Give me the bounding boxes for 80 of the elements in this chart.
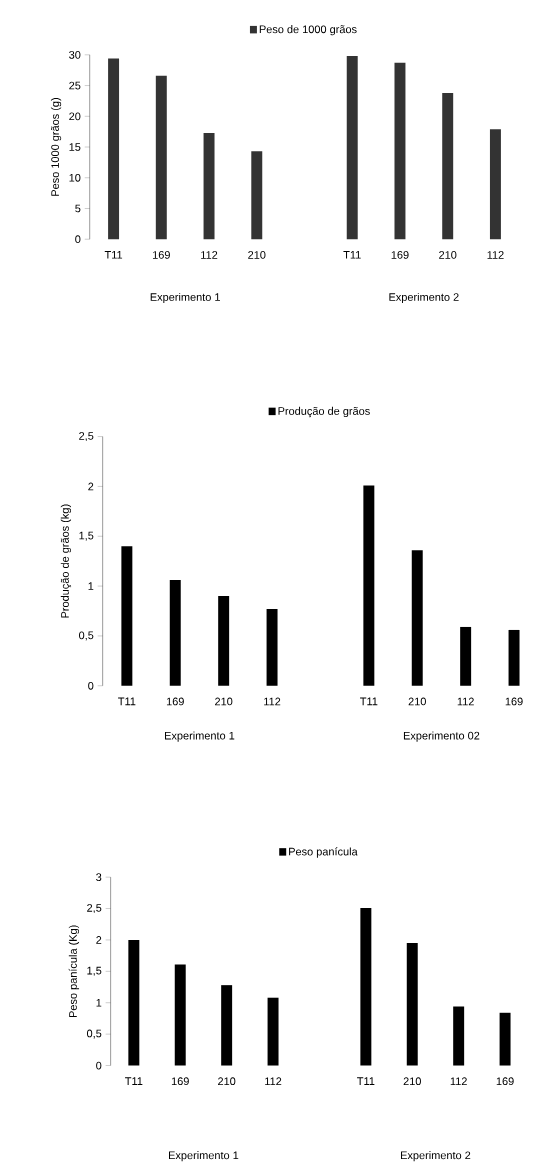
legend-label: Peso panícula	[288, 847, 358, 858]
x-tick-label: 169	[496, 1077, 514, 1086]
bar	[499, 1012, 511, 1066]
x-tick-label: 210	[438, 251, 457, 259]
bar	[107, 58, 119, 240]
bar	[406, 943, 418, 1066]
x-tick-label: 112	[457, 697, 474, 706]
bar	[169, 580, 181, 686]
bar	[489, 129, 501, 240]
bar	[360, 907, 372, 1066]
text: Experimento 2	[389, 292, 459, 304]
bar	[394, 62, 406, 240]
bar	[442, 92, 454, 240]
bar	[411, 550, 423, 686]
x-tick-label: 210	[248, 251, 266, 259]
y-tick-label: 0	[75, 235, 81, 244]
y-tick-label: 2	[96, 936, 102, 944]
y-axis-title: Peso 1000 grãos (g)	[50, 98, 62, 196]
bar	[363, 485, 375, 686]
bar	[346, 56, 358, 240]
x-tick-label: T11	[104, 251, 122, 259]
y-tick-label: 0,5	[78, 631, 94, 641]
y-tick-label: 0	[96, 1061, 102, 1070]
y-axis-title: Produção de grãos (kg)	[60, 504, 71, 618]
y-tick-label: 3	[96, 873, 102, 882]
y-tick-label: 2,5	[79, 432, 94, 442]
x-tick-label: 169	[152, 251, 170, 259]
y-tick-label: 15	[69, 143, 81, 151]
x-tick-label: 210	[214, 697, 233, 706]
bar	[174, 964, 186, 1066]
y-tick-label: 25	[69, 81, 81, 90]
bar	[155, 75, 167, 240]
x-tick-label: T11	[356, 1077, 375, 1085]
y-tick-label: 1,5	[87, 966, 102, 976]
x-tick-label: 210	[217, 1077, 236, 1086]
x-tick-label: 112	[264, 697, 281, 706]
bar	[128, 939, 140, 1066]
bar	[121, 546, 133, 686]
y-tick-label: 1	[88, 582, 94, 590]
x-tick-label: 210	[403, 1077, 421, 1086]
bar	[218, 596, 230, 686]
text: Experimento 2	[400, 1151, 471, 1162]
bar	[251, 151, 263, 240]
x-tick-label: T11	[359, 697, 378, 706]
bar	[203, 132, 215, 240]
legend-label: Produção de grãos	[278, 406, 370, 418]
bar	[267, 997, 279, 1066]
x-tick-label: 169	[166, 697, 184, 706]
y-tick-label: 30	[68, 50, 81, 59]
y-axis-title: Peso panícula (Kg)	[68, 925, 79, 1018]
y-tick-label: 20	[69, 112, 81, 121]
y-tick-label: 0,5	[86, 1029, 102, 1039]
bar	[508, 629, 520, 686]
x-tick-label: 169	[171, 1077, 189, 1086]
y-tick-label: 2,5	[87, 904, 102, 914]
text: Experimento 1	[168, 1151, 239, 1162]
legend-label: Peso de 1000 grãos	[259, 25, 357, 36]
bar	[453, 1006, 465, 1066]
x-tick-label: 169	[391, 251, 409, 259]
text: Experimento 1	[164, 731, 235, 742]
bar	[460, 626, 472, 686]
x-tick-label: 210	[408, 697, 426, 706]
y-tick-label: 1	[96, 998, 102, 1007]
y-tick-label: 5	[75, 204, 81, 213]
text: Experimento 02	[403, 731, 480, 742]
y-tick-label: 0	[88, 681, 94, 690]
x-tick-label: 169	[505, 697, 523, 706]
bar	[266, 609, 278, 686]
y-tick-label: 10	[69, 173, 81, 182]
x-tick-label: T11	[124, 1077, 143, 1085]
x-tick-label: 112	[450, 1077, 467, 1086]
x-tick-label: 112	[487, 251, 504, 259]
y-tick-label: 1,5	[79, 531, 94, 541]
bar	[221, 985, 233, 1066]
x-tick-label: 112	[265, 1077, 282, 1086]
text: Experimento 1	[150, 292, 220, 304]
x-tick-label: T11	[343, 251, 361, 259]
x-tick-label: T11	[117, 697, 136, 706]
y-tick-label: 2	[88, 482, 94, 491]
x-tick-label: 112	[201, 251, 218, 259]
